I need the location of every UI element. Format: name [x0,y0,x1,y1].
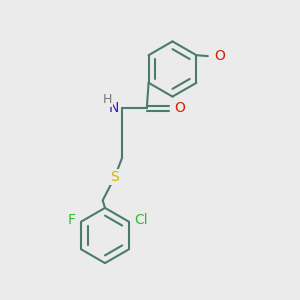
Text: O: O [175,101,186,115]
Text: F: F [68,214,76,227]
Text: O: O [214,49,225,63]
Text: N: N [109,101,119,115]
Text: Cl: Cl [134,214,148,227]
Text: S: S [110,170,119,184]
Text: H: H [103,93,112,106]
